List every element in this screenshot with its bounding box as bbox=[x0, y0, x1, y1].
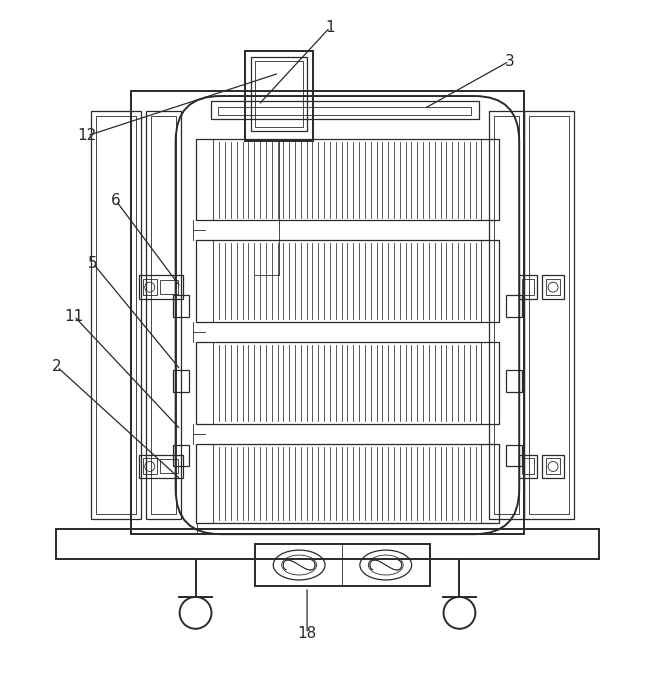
Bar bbox=[522, 279, 534, 295]
Bar bbox=[506, 445, 522, 466]
Bar bbox=[546, 458, 560, 474]
Text: 11: 11 bbox=[65, 309, 84, 324]
Bar bbox=[524, 111, 574, 519]
Bar bbox=[251, 57, 307, 131]
Text: 3: 3 bbox=[504, 54, 514, 69]
Bar bbox=[159, 460, 178, 473]
Text: 5: 5 bbox=[88, 256, 98, 271]
Bar bbox=[519, 454, 537, 479]
Bar bbox=[519, 275, 537, 299]
Bar bbox=[196, 241, 214, 322]
Bar bbox=[255, 61, 303, 127]
Bar bbox=[196, 241, 500, 322]
Bar bbox=[210, 101, 479, 119]
Bar bbox=[196, 342, 214, 424]
Bar bbox=[506, 370, 522, 392]
Bar bbox=[481, 241, 500, 322]
Bar bbox=[542, 275, 564, 299]
Bar bbox=[196, 139, 500, 220]
Bar bbox=[494, 116, 519, 514]
Bar bbox=[146, 111, 181, 519]
Bar bbox=[546, 279, 560, 295]
Bar bbox=[522, 458, 534, 474]
Bar bbox=[56, 529, 599, 559]
Text: 1: 1 bbox=[325, 20, 335, 35]
Text: 2: 2 bbox=[52, 359, 62, 374]
Bar bbox=[481, 443, 500, 523]
Bar bbox=[151, 116, 176, 514]
Bar bbox=[143, 279, 157, 295]
Bar bbox=[131, 91, 524, 534]
Bar bbox=[139, 454, 183, 479]
Bar bbox=[173, 445, 188, 466]
Bar bbox=[196, 443, 214, 523]
Text: 18: 18 bbox=[297, 626, 317, 641]
Bar bbox=[529, 116, 569, 514]
Text: 12: 12 bbox=[77, 128, 97, 144]
Bar bbox=[542, 454, 564, 479]
Bar bbox=[143, 458, 157, 474]
Bar bbox=[196, 342, 500, 424]
Bar bbox=[481, 342, 500, 424]
Bar bbox=[139, 275, 183, 299]
Bar bbox=[245, 51, 313, 141]
Bar bbox=[196, 139, 214, 220]
Bar bbox=[159, 280, 178, 294]
Bar bbox=[490, 111, 524, 519]
Bar bbox=[196, 443, 500, 523]
Bar bbox=[481, 139, 500, 220]
Bar bbox=[173, 370, 188, 392]
Bar bbox=[96, 116, 136, 514]
Bar bbox=[255, 544, 430, 586]
Text: 6: 6 bbox=[111, 193, 121, 208]
Bar bbox=[506, 295, 522, 317]
Bar bbox=[91, 111, 141, 519]
Bar bbox=[219, 107, 471, 115]
Bar bbox=[173, 295, 188, 317]
